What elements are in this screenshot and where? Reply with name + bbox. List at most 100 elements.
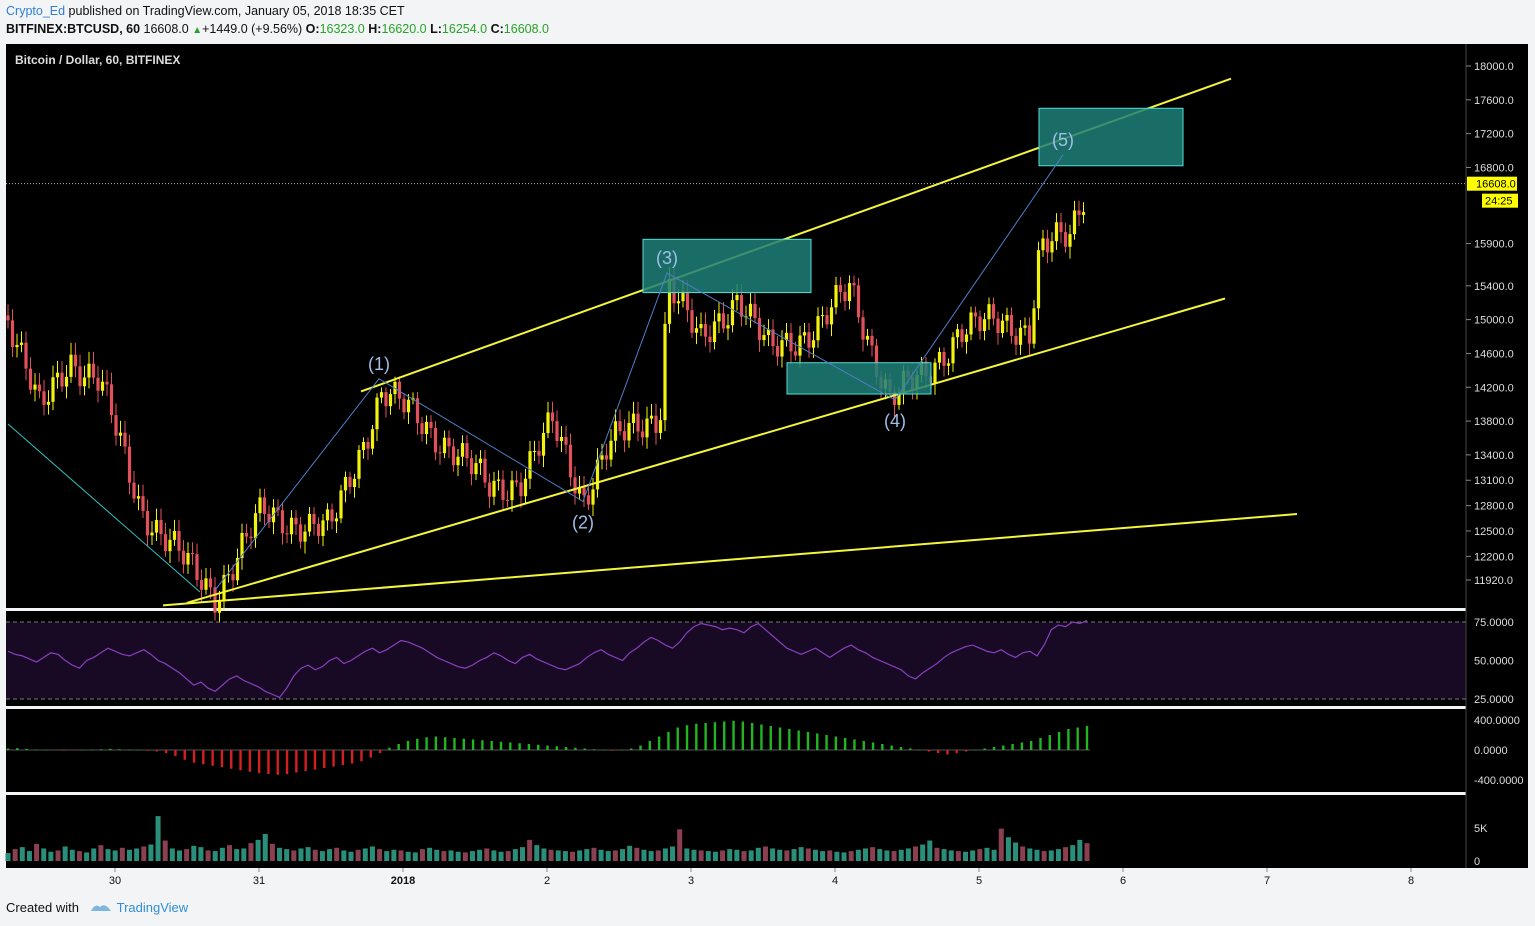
candle-body: [253, 513, 258, 539]
candle-body: [532, 450, 537, 452]
volume-bar: [241, 848, 247, 861]
candle-body: [231, 574, 235, 581]
candle-body: [132, 482, 136, 499]
candle-body: [64, 376, 69, 387]
candle-body: [244, 532, 249, 537]
volume-bar: [755, 847, 761, 861]
hist-bar: [25, 748, 28, 750]
hist-bar: [583, 748, 586, 750]
price-tick-label: 12500.0: [1474, 526, 1514, 538]
volume-bar: [634, 847, 640, 861]
candle-body: [1045, 238, 1050, 253]
candle-body: [352, 478, 357, 488]
volume-bar: [727, 849, 733, 861]
candle-body: [640, 431, 645, 438]
candle-body: [636, 413, 640, 432]
volume-bar: [570, 851, 576, 861]
candle-body: [757, 318, 762, 341]
volume-bar: [512, 849, 518, 861]
volume-bar: [820, 851, 826, 861]
volume-bar: [219, 847, 225, 861]
candle-body: [460, 443, 465, 457]
volume-bar: [691, 849, 697, 861]
candle-body: [388, 394, 393, 407]
hist-bar: [1085, 726, 1089, 750]
high-label: H:: [368, 22, 382, 36]
hist-bar: [490, 741, 493, 750]
hist-bar: [202, 750, 205, 765]
channel-lower: [186, 297, 1226, 604]
hist-bar: [453, 738, 456, 750]
candle-body: [1005, 314, 1009, 321]
candle-body: [960, 329, 964, 342]
candle-body: [478, 458, 483, 464]
author-link[interactable]: Crypto_Ed: [6, 4, 66, 18]
candle-body: [114, 415, 118, 436]
hist-bar: [378, 750, 382, 753]
hist-bar: [509, 742, 512, 750]
candle-body: [964, 334, 969, 342]
candle-body: [1054, 222, 1059, 242]
volume-bar: [405, 851, 411, 861]
candle-body: [897, 392, 901, 405]
volume-bar: [1013, 842, 1019, 861]
volume-bar: [541, 848, 547, 861]
volume-bar: [1084, 843, 1090, 861]
volume-bar: [1005, 837, 1011, 861]
hist-bar: [890, 745, 893, 750]
candle-body: [154, 519, 159, 533]
volume-bar: [577, 850, 583, 861]
candle-body: [442, 437, 447, 454]
candle-body: [978, 316, 982, 331]
volume-bar: [84, 852, 90, 861]
candle-body: [348, 476, 352, 488]
footer-brand[interactable]: TradingView: [116, 900, 189, 915]
candle-body: [609, 440, 613, 460]
candle-body: [186, 553, 190, 565]
candle-body: [973, 312, 978, 317]
candle-body: [1036, 250, 1041, 309]
close-label: C:: [490, 22, 504, 36]
hist-bar: [6, 748, 10, 750]
hist-bar: [639, 745, 642, 750]
hist-bar: [71, 750, 75, 751]
volume-bar: [748, 850, 754, 861]
volume-bar: [355, 849, 361, 861]
volume-bar: [26, 851, 32, 861]
candle-body: [721, 313, 726, 329]
rsi-scale-label: 25.0000: [1474, 694, 1514, 706]
wave-label: (5): [1052, 130, 1074, 150]
candle-body: [249, 536, 253, 539]
volume-bar: [369, 846, 375, 861]
candle-body: [712, 321, 717, 343]
hist-bar: [295, 750, 298, 773]
hist-bar: [936, 750, 940, 753]
candle-body: [204, 578, 208, 590]
hist-bar: [137, 750, 140, 751]
time-tick-label: 5: [976, 875, 982, 887]
candle-body: [766, 329, 771, 336]
candle-body: [433, 427, 438, 453]
candle-body: [1009, 314, 1014, 336]
volume-bar: [970, 850, 976, 861]
hist-bar: [248, 750, 252, 772]
hist-bar: [1067, 729, 1070, 750]
volume-bar: [877, 849, 883, 861]
hist-bar: [955, 750, 958, 753]
candle-body: [685, 291, 690, 311]
candle-body: [82, 377, 87, 387]
candle-body: [627, 423, 631, 441]
candle-body: [312, 513, 316, 524]
candle-body: [384, 392, 388, 407]
hist-bar: [99, 749, 103, 750]
volume-bar: [348, 851, 354, 861]
candle-body: [208, 578, 213, 588]
volume-bar: [41, 848, 47, 861]
hist-bar: [341, 750, 345, 765]
hist-bar: [369, 750, 372, 758]
volume-bar: [105, 849, 111, 861]
hist-bar: [555, 746, 559, 750]
volume-bar: [291, 850, 297, 861]
volume-bar: [234, 849, 240, 861]
